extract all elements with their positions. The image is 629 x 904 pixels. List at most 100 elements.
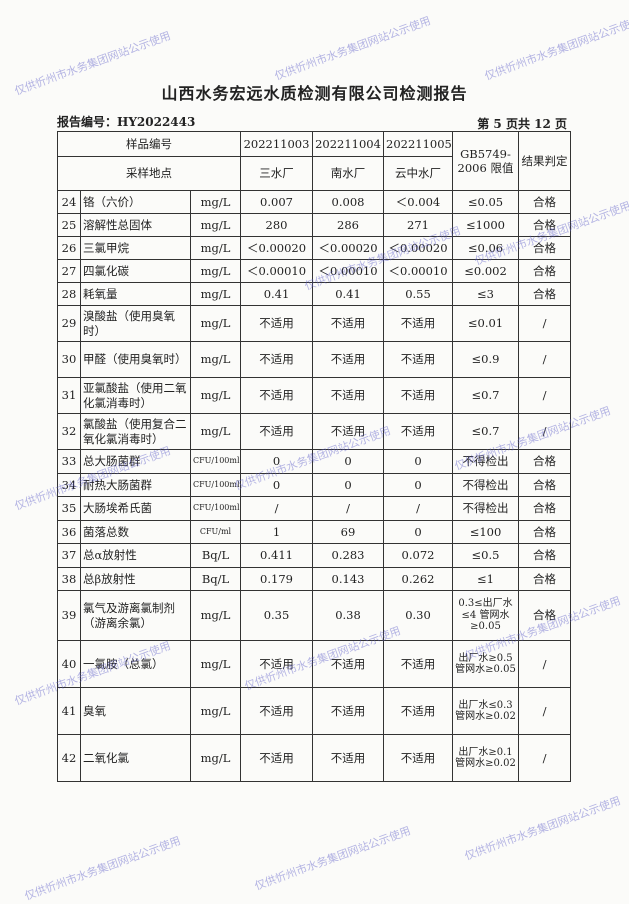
judgement: 合格 bbox=[518, 472, 571, 497]
judgement: 合格 bbox=[518, 259, 571, 283]
sample-value: 0 bbox=[383, 472, 453, 497]
sample-site: 云中水厂 bbox=[383, 156, 453, 191]
row-number: 42 bbox=[57, 734, 81, 782]
limit: ≤0.01 bbox=[452, 305, 519, 342]
row-number: 29 bbox=[57, 305, 81, 342]
item-name: 四氯化碳 bbox=[80, 259, 191, 283]
item-name: 溴酸盐（使用臭氧时） bbox=[80, 305, 191, 342]
sample-site: 三水厂 bbox=[240, 156, 313, 191]
sample-value: 不适用 bbox=[383, 341, 453, 378]
limit: 不得检出 bbox=[452, 472, 519, 497]
sample-value: 0.007 bbox=[240, 190, 313, 214]
sample-value: 不适用 bbox=[312, 413, 384, 450]
row-number: 39 bbox=[57, 590, 81, 641]
sample-id: 202211003 bbox=[240, 131, 313, 157]
sample-value: 0 bbox=[240, 449, 313, 474]
sample-value: 280 bbox=[240, 213, 313, 237]
limit: ≤1 bbox=[452, 566, 519, 591]
item-name: 氯气及游离氯制剂（游离余氯） bbox=[80, 590, 191, 641]
sample-value: 不适用 bbox=[240, 734, 313, 782]
limit: ≤1000 bbox=[452, 213, 519, 237]
sample-value: 0 bbox=[312, 472, 384, 497]
sample-value: 0.072 bbox=[383, 543, 453, 568]
unit: mg/L bbox=[190, 687, 241, 735]
limit: 出厂水≥0.5 管网水≥0.05 bbox=[452, 640, 519, 688]
sample-value: / bbox=[383, 496, 453, 521]
item-name: 菌落总数 bbox=[80, 519, 191, 544]
sample-value: 不适用 bbox=[312, 305, 384, 342]
row-number: 30 bbox=[57, 341, 81, 378]
unit: Bq/L bbox=[190, 543, 241, 568]
sample-value: 286 bbox=[312, 213, 384, 237]
unit: mg/L bbox=[190, 377, 241, 414]
item-name: 三氯甲烷 bbox=[80, 236, 191, 260]
limit: 0.3≤出厂水≤4 管网水≥0.05 bbox=[452, 590, 519, 641]
sample-value: / bbox=[240, 496, 313, 521]
watermark: 仅供忻州市水务集团网站公示使用 bbox=[252, 824, 413, 893]
sample-value: ＜0.004 bbox=[383, 190, 453, 214]
judgement: 合格 bbox=[518, 519, 571, 544]
limit: ≤0.9 bbox=[452, 341, 519, 378]
report-number: 报告编号：HY2022443 bbox=[57, 115, 196, 129]
sample-value: 不适用 bbox=[383, 687, 453, 735]
row-number: 41 bbox=[57, 687, 81, 735]
watermark: 仅供忻州市水务集团网站公示使用 bbox=[462, 794, 623, 863]
sample-value: 0.143 bbox=[312, 566, 384, 591]
sample-value: 不适用 bbox=[383, 377, 453, 414]
watermark: 仅供忻州市水务集团网站公示使用 bbox=[22, 834, 183, 903]
row-number: 32 bbox=[57, 413, 81, 450]
header-cell: 结果判定 bbox=[518, 131, 571, 191]
row-number: 31 bbox=[57, 377, 81, 414]
sample-value: 0.55 bbox=[383, 282, 453, 306]
limit: ≤0.06 bbox=[452, 236, 519, 260]
unit: CFU/100ml bbox=[190, 472, 241, 497]
limit: ≤0.7 bbox=[452, 413, 519, 450]
sample-value: 不适用 bbox=[312, 734, 384, 782]
sample-value: 不适用 bbox=[240, 687, 313, 735]
sample-value: 不适用 bbox=[312, 377, 384, 414]
sample-value: ＜0.00010 bbox=[312, 259, 384, 283]
unit: Bq/L bbox=[190, 566, 241, 591]
sample-value: 不适用 bbox=[383, 413, 453, 450]
item-name: 总β放射性 bbox=[80, 566, 191, 591]
item-name: 亚氯酸盐（使用二氧化氯消毒时） bbox=[80, 377, 191, 414]
judgement: 合格 bbox=[518, 496, 571, 521]
sample-value: 0.179 bbox=[240, 566, 313, 591]
sample-value: 1 bbox=[240, 519, 313, 544]
item-name: 耗氧量 bbox=[80, 282, 191, 306]
header-cell: 样品编号 bbox=[57, 131, 241, 157]
row-number: 24 bbox=[57, 190, 81, 214]
limit: 不得检出 bbox=[452, 496, 519, 521]
unit: mg/L bbox=[190, 734, 241, 782]
sample-value: 0.283 bbox=[312, 543, 384, 568]
sample-value: 不适用 bbox=[312, 687, 384, 735]
sample-value: ＜0.00020 bbox=[240, 236, 313, 260]
sample-value: 不适用 bbox=[312, 640, 384, 688]
row-number: 38 bbox=[57, 566, 81, 591]
sample-value: 不适用 bbox=[383, 305, 453, 342]
item-name: 二氧化氯 bbox=[80, 734, 191, 782]
limit: 不得检出 bbox=[452, 449, 519, 474]
sample-value: 不适用 bbox=[240, 413, 313, 450]
sample-value: 0.411 bbox=[240, 543, 313, 568]
judgement: / bbox=[518, 687, 571, 735]
sample-value: / bbox=[312, 496, 384, 521]
unit: CFU/100ml bbox=[190, 496, 241, 521]
item-name: 溶解性总固体 bbox=[80, 213, 191, 237]
row-number: 25 bbox=[57, 213, 81, 237]
unit: mg/L bbox=[190, 341, 241, 378]
sample-value: 不适用 bbox=[312, 341, 384, 378]
report-title: 山西水务宏远水质检测有限公司检测报告 bbox=[161, 84, 468, 103]
item-name: 耐热大肠菌群 bbox=[80, 472, 191, 497]
sample-site: 南水厂 bbox=[312, 156, 384, 191]
sample-value: 不适用 bbox=[240, 305, 313, 342]
sample-value: 不适用 bbox=[240, 341, 313, 378]
unit: CFU/100ml bbox=[190, 449, 241, 474]
results-table: 样品编号 202211003 202211004 202211005 GB5749-20… bbox=[57, 131, 571, 782]
sample-value: 不适用 bbox=[383, 640, 453, 688]
header-cell: GB5749-2006 限值 bbox=[452, 131, 519, 191]
sample-value: ＜0.00020 bbox=[383, 236, 453, 260]
sample-value: 0 bbox=[383, 519, 453, 544]
judgement: 合格 bbox=[518, 190, 571, 214]
